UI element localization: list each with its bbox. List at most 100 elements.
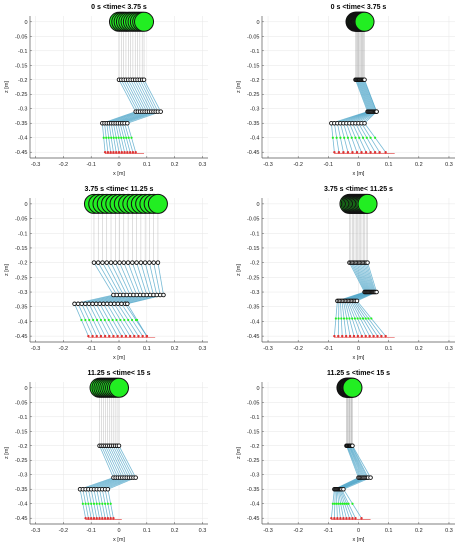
link-segment	[353, 262, 368, 293]
link-segment	[137, 79, 154, 112]
foot-point	[120, 334, 123, 338]
shin-marker	[99, 318, 103, 322]
foot-point	[101, 517, 104, 520]
shin-marker	[135, 318, 139, 322]
y-tick-label: -0.15	[15, 63, 28, 69]
y-tick-label: -0.05	[247, 34, 260, 40]
chart-title: 0 s <time< 3.75 s	[91, 4, 147, 11]
shin-marker	[335, 502, 338, 505]
x-tick-label: 0	[357, 528, 360, 534]
joint-hip-point	[142, 260, 148, 265]
y-tick-label: -0.1	[18, 231, 27, 237]
joint-ankle-point	[108, 301, 113, 307]
y-tick-label: -0.4	[250, 136, 259, 142]
foot-point	[95, 334, 98, 338]
link-segment	[360, 79, 375, 112]
joint-hip-point	[134, 260, 139, 265]
chart-panel-4: -0.3 -0.2 -0.1 0 0.1 0.2 0.3 0 -0.05 -0.1 -0.15 -0.…	[236, 186, 455, 361]
joint-hip-point	[125, 260, 131, 265]
link-segment	[355, 79, 368, 112]
shin-marker	[103, 502, 107, 505]
x-tick-label: 0	[117, 528, 120, 534]
link-segment	[348, 445, 363, 478]
foot-point	[87, 334, 90, 338]
shin-marker	[115, 318, 118, 322]
y-tick-label: -0.35	[247, 121, 260, 127]
shin-marker	[110, 136, 113, 139]
joint-knee-point	[161, 292, 166, 298]
x-tick-label: -0.2	[59, 346, 68, 352]
link-segment	[101, 445, 117, 478]
link-segment	[120, 79, 139, 112]
foot-point	[87, 517, 90, 520]
link-segment	[119, 262, 134, 296]
y-tick-label: -0.15	[15, 429, 28, 435]
x-tick-label: 0.2	[415, 528, 423, 534]
foot-point	[380, 334, 383, 338]
shin-marker	[117, 136, 120, 139]
foot-point	[124, 334, 128, 338]
shin-marker	[112, 136, 115, 139]
link-segment	[112, 445, 130, 478]
joint-hip-point	[104, 260, 110, 265]
foot-point	[145, 334, 149, 338]
link-segment	[349, 445, 367, 478]
joint-hip-point	[117, 260, 122, 265]
y-axis-label: z [m]	[4, 264, 10, 276]
joint-hip-point	[350, 443, 355, 449]
link-segment	[364, 79, 377, 112]
foot-point	[92, 517, 96, 520]
foot-point	[333, 517, 336, 520]
shin-marker	[339, 136, 342, 139]
x-tick-label: -0.1	[86, 346, 95, 352]
link-segment	[357, 79, 371, 112]
y-tick-label: -0.1	[18, 49, 27, 55]
foot-point	[348, 517, 351, 520]
link-segment	[106, 262, 124, 296]
link-segment	[357, 262, 371, 293]
shin-marker	[342, 317, 346, 320]
chart-title: 11.25 s <time< 15 s	[327, 370, 390, 377]
joint-hip-point	[108, 260, 114, 265]
shin-marker	[361, 317, 365, 320]
x-tick-label: 0.2	[171, 346, 179, 352]
shin-marker	[364, 317, 367, 320]
x-tick-label: -0.2	[293, 162, 302, 168]
foot-point	[346, 151, 350, 154]
chart-title: 0 s <time< 3.75 s	[331, 4, 387, 11]
x-tick-label: 0.2	[415, 162, 423, 168]
joint-hip-point	[91, 260, 97, 265]
joint-knee-point	[368, 475, 373, 480]
foot-point	[378, 151, 381, 154]
y-tick-label: -0.45	[15, 150, 28, 156]
link-segment	[139, 79, 157, 112]
shin-marker	[334, 317, 337, 320]
foot-point	[98, 517, 101, 520]
link-segment	[355, 79, 369, 112]
chart-panel-1: -0.3 -0.2 -0.1 0 0.1 0.2 0.3 0 -0.05 -0.1 -0.15 -0.…	[4, 4, 208, 177]
x-tick-label: 0.2	[171, 528, 179, 534]
y-tick-label: -0.1	[250, 231, 259, 237]
link-segment	[351, 262, 367, 293]
x-tick-label: -0.1	[324, 162, 333, 168]
link-segment	[127, 79, 145, 112]
x-tick-label: 0.1	[385, 346, 393, 352]
x-tick-label: 0.3	[445, 346, 453, 352]
joint-ankle-point	[362, 120, 367, 126]
foot-point	[117, 151, 121, 154]
shin-marker	[115, 136, 118, 139]
shin-marker	[339, 502, 342, 505]
shin-marker	[130, 136, 133, 139]
shin-marker	[373, 136, 377, 139]
shin-marker	[88, 318, 91, 322]
x-tick-label: 0	[357, 162, 360, 168]
link-segment	[364, 262, 375, 293]
y-axis-label: z [m]	[236, 81, 242, 93]
joint-ankle-point	[115, 301, 121, 307]
shin-marker	[335, 136, 338, 139]
y-tick-label: -0.4	[250, 502, 259, 508]
x-tick-label: -0.3	[31, 162, 40, 168]
foot-point	[348, 334, 352, 338]
foot-point	[108, 334, 111, 338]
y-tick-label: -0.35	[247, 305, 260, 311]
